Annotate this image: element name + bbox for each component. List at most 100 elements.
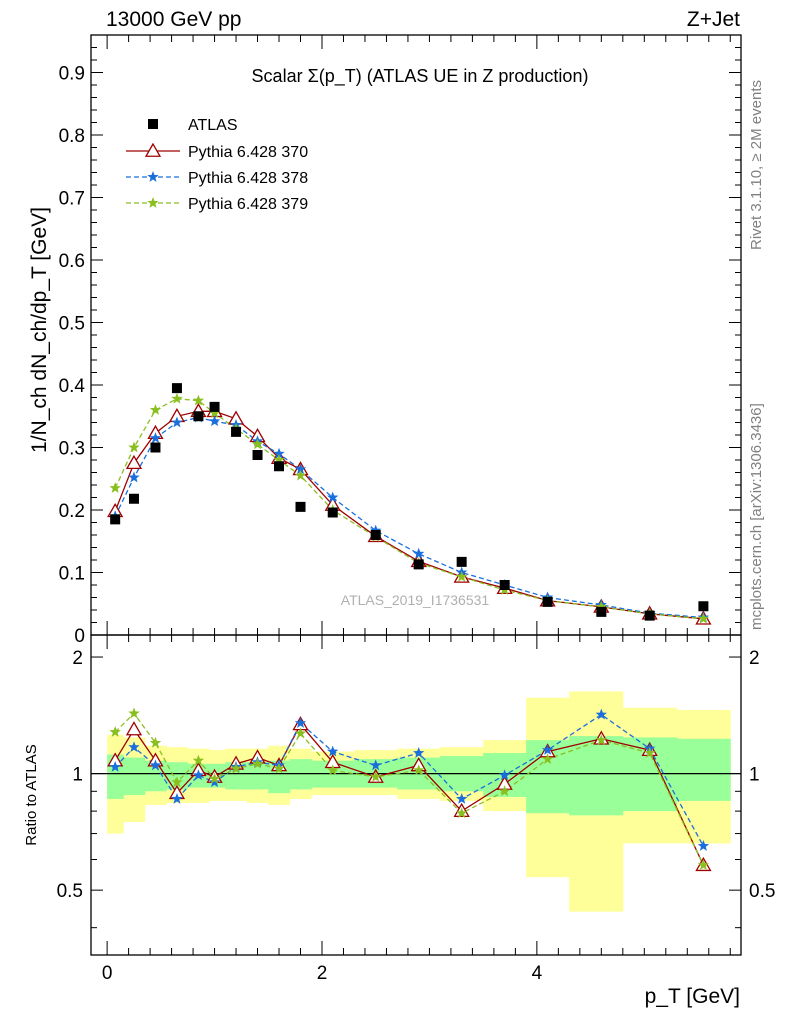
- watermark: ATLAS_2019_I1736531: [341, 592, 490, 608]
- ratio-point-pythia-6-428-378: [171, 793, 183, 804]
- main-point-atlas: [596, 606, 607, 617]
- main-y-tick-label: 0.9: [59, 64, 85, 85]
- main-point-pythia-6-428-379: [171, 392, 183, 404]
- main-point-atlas: [209, 401, 220, 412]
- main-point-pythia-6-428-378: [273, 447, 285, 459]
- ratio-band-stat: [166, 762, 189, 790]
- ratio-point-pythia-6-428-378: [456, 793, 468, 804]
- main-point-pythia-6-428-379: [595, 600, 607, 612]
- legend-label-pythia-6-428-370: Pythia 6.428 370: [188, 144, 308, 161]
- main-point-atlas: [110, 514, 121, 525]
- ratio-point-pythia-6-428-379: [327, 764, 339, 776]
- ratio-point-pythia-6-428-379: [413, 764, 425, 776]
- ratio-point-pythia-6-428-378: [541, 744, 554, 755]
- main-point-pythia-6-428-379: [456, 570, 468, 582]
- ratio-point-pythia-6-428-378: [208, 776, 221, 788]
- ratio-x-tick-label: 4: [532, 963, 543, 984]
- main-point-atlas: [644, 610, 655, 621]
- side-label-rivet: Rivet 3.1.10, ≥ 2M events: [748, 80, 765, 250]
- ratio-point-pythia-6-428-378: [327, 745, 339, 757]
- main-y-tick-label: 0.6: [59, 251, 85, 272]
- main-title: Scalar Σ(p_T) (ATLAS UE in Z production): [252, 66, 589, 87]
- main-point-pythia-6-428-378: [327, 491, 339, 503]
- ratio-band-stat: [246, 762, 269, 790]
- ratio-y-tick-label: 0.5: [57, 881, 83, 902]
- ratio-point-pythia-6-428-379: [498, 785, 511, 797]
- main-y-tick-label: 0.5: [59, 314, 85, 335]
- ratio-point-pythia-6-428-378: [413, 747, 425, 758]
- main-point-atlas: [150, 442, 161, 453]
- ratio-point-pythia-6-428-378: [294, 717, 307, 728]
- main-line-pythia-6-428-379: [114, 398, 704, 620]
- ratio-point-pythia-6-428-379: [208, 772, 221, 784]
- main-point-pythia-6-428-379: [109, 482, 121, 493]
- ratio-point-pythia-6-428-378: [109, 761, 121, 772]
- main-point-atlas: [327, 507, 338, 518]
- main-point-pythia-6-428-379: [697, 612, 710, 624]
- ratio-point-pythia-6-428-379: [697, 859, 710, 870]
- ratio-point-pythia-6-428-379: [128, 707, 140, 719]
- main-point-atlas: [171, 383, 182, 394]
- main-point-atlas: [252, 450, 263, 460]
- ratio-point-pythia-6-428-370: [125, 721, 143, 736]
- main-point-pythia-6-428-379: [192, 394, 205, 406]
- ratio-point-pythia-6-428-379: [595, 734, 607, 745]
- ratio-y-tick-label-right: 1: [749, 765, 760, 786]
- main-point-atlas: [499, 580, 510, 590]
- ratio-point-pythia-6-428-378: [697, 840, 710, 851]
- ratio-y-axis-label: Ratio to ATLAS: [23, 744, 40, 845]
- side-label-mcplots: mcplots.cern.ch [arXiv:1306.3436]: [748, 403, 765, 630]
- main-point-pythia-6-428-378: [294, 463, 307, 475]
- legend-marker-pythia-6-428-370: [144, 142, 162, 157]
- main-point-atlas: [128, 493, 139, 504]
- main-plot-area: 0 0.1 0.2 0.3 0.4 0.5 0.6 0.7 0.8 0.9: [59, 35, 741, 647]
- ratio-point-pythia-6-428-378: [192, 769, 205, 781]
- main-y-tick-label: 0.3: [59, 439, 85, 460]
- ratio-point-pythia-6-428-379: [456, 807, 468, 819]
- ratio-panel: 0.5 0.5 1 1 2 2 0 2 4 Ratio to ATLAS p_T [GeV]: [23, 634, 775, 1008]
- ratio-band-stat: [676, 738, 731, 801]
- ratio-point-pythia-6-428-379: [273, 762, 285, 774]
- main-y-tick-label: 0.7: [59, 189, 85, 210]
- main-y-tick-label: 0.4: [59, 376, 86, 397]
- main-point-pythia-6-428-378: [208, 415, 221, 427]
- ratio-point-pythia-6-428-378: [128, 741, 140, 752]
- ratio-x-tick-label: 2: [317, 963, 328, 984]
- ratio-point-pythia-6-428-379: [644, 747, 656, 758]
- main-point-atlas: [456, 556, 467, 567]
- main-point-pythia-6-428-379: [128, 441, 140, 453]
- main-y-tick-label: 0.2: [59, 501, 85, 522]
- ratio-point-pythia-6-428-379: [192, 754, 205, 766]
- main-point-atlas: [193, 411, 204, 422]
- main-line-pythia-6-428-370: [114, 410, 704, 620]
- main-point-atlas: [542, 596, 553, 607]
- main-point-pythia-6-428-379: [294, 469, 307, 481]
- x-axis-label: p_T [GeV]: [645, 985, 740, 1008]
- ratio-point-pythia-6-428-379: [370, 771, 382, 782]
- main-point-pythia-6-428-378: [149, 432, 162, 443]
- main-y-tick-label: 0.1: [59, 564, 85, 585]
- legend-label-pythia-6-428-379: Pythia 6.428 379: [188, 196, 308, 213]
- main-point-pythia-6-428-378: [413, 547, 425, 559]
- main-point-pythia-6-428-379: [251, 438, 264, 450]
- ratio-point-pythia-6-428-379: [149, 736, 162, 748]
- main-point-pythia-6-428-378: [171, 416, 183, 428]
- main-point-atlas: [274, 461, 285, 472]
- main-point-atlas: [370, 530, 381, 540]
- legend: ATLAS Pythia 6.428 370 Pythia 6.428 378 Pyt…: [126, 117, 308, 213]
- ratio-band-stat: [569, 736, 624, 816]
- ratio-y-tick-label-right: 2: [749, 648, 760, 669]
- ratio-point-pythia-6-428-379: [171, 776, 183, 788]
- ratio-panel-frame: [90, 634, 742, 956]
- ratio-band-stat: [123, 757, 146, 796]
- main-point-pythia-6-428-370: [125, 454, 143, 470]
- ratio-x-tick-label: 0: [102, 963, 113, 984]
- main-y-tick-label: 0: [74, 626, 85, 647]
- ratio-point-pythia-6-428-379: [109, 726, 121, 737]
- legend-marker-pythia-6-428-379: [147, 197, 159, 208]
- ratio-point-pythia-6-428-379: [294, 727, 307, 739]
- ratio-point-pythia-6-428-379: [541, 753, 554, 764]
- process-label: Z+Jet: [687, 8, 740, 31]
- ratio-y-tick-label-right: 0.5: [749, 881, 775, 902]
